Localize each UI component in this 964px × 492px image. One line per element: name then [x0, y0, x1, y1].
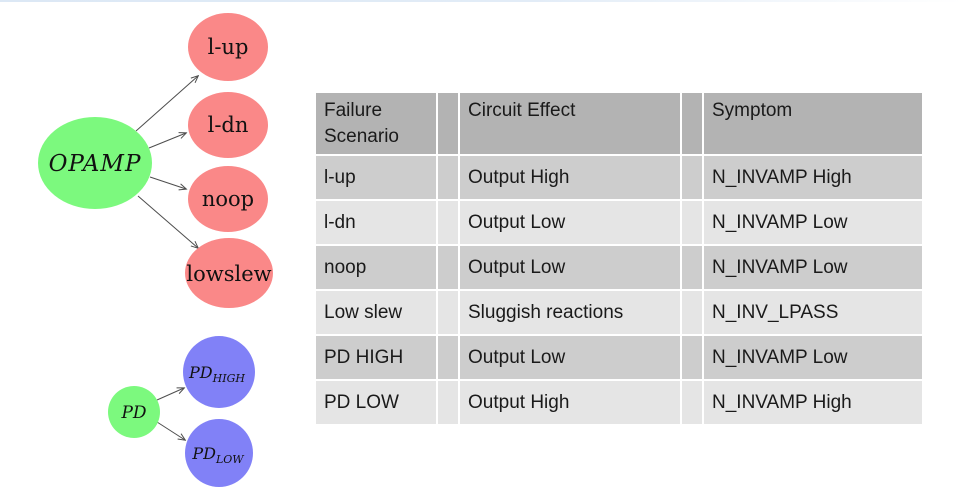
node-pdlow-sub: LOW	[215, 453, 245, 466]
node-pdhigh-label: PDHIGH	[188, 363, 245, 385]
edge-opamp-lup	[135, 76, 198, 132]
edge-opamp-lowslew	[137, 195, 198, 248]
cell-effect: Output Low	[460, 246, 680, 289]
node-pdlow-main: PD	[191, 444, 216, 463]
spacer-cell	[682, 291, 702, 334]
cell-symptom: N_INV_LPASS	[704, 291, 922, 334]
cell-effect: Sluggish reactions	[460, 291, 680, 334]
cell-scenario: l-up	[316, 156, 436, 199]
node-noop-label: noop	[202, 187, 254, 211]
table-row: l-dn Output Low N_INVAMP Low	[316, 201, 922, 244]
edge-pd-pdhigh	[156, 388, 184, 401]
node-ldn	[188, 92, 268, 158]
cell-symptom: N_INVAMP Low	[704, 246, 922, 289]
table-row: noop Output Low N_INVAMP Low	[316, 246, 922, 289]
node-pdlow-label: PDLOW	[191, 444, 245, 466]
spacer-cell	[682, 381, 702, 424]
failure-scenario-table: Failure Scenario Circuit Effect Symptom …	[314, 91, 924, 426]
spacer-cell	[682, 201, 702, 244]
table-header-row: Failure Scenario Circuit Effect Symptom	[316, 93, 922, 154]
spacer-cell	[438, 156, 458, 199]
node-lowslew-label: lowslew	[186, 262, 271, 286]
cell-effect: Output High	[460, 156, 680, 199]
cell-effect: Output Low	[460, 201, 680, 244]
cell-effect: Output High	[460, 381, 680, 424]
cell-scenario: noop	[316, 246, 436, 289]
cell-scenario: PD LOW	[316, 381, 436, 424]
spacer-cell	[682, 336, 702, 379]
header-failure-scenario: Failure Scenario	[316, 93, 436, 154]
spacer-cell	[682, 93, 702, 154]
table-row: PD LOW Output High N_INVAMP High	[316, 381, 922, 424]
cell-symptom: N_INVAMP High	[704, 381, 922, 424]
spacer-cell	[438, 381, 458, 424]
header-circuit-effect: Circuit Effect	[460, 93, 680, 154]
spacer-cell	[682, 156, 702, 199]
node-pd	[108, 386, 160, 438]
spacer-cell	[438, 93, 458, 154]
spacer-cell	[438, 336, 458, 379]
node-pdhigh	[183, 336, 255, 408]
cell-scenario: l-dn	[316, 201, 436, 244]
node-pdlow	[185, 419, 253, 487]
node-pd-label: PD	[120, 403, 146, 423]
node-lup-label: l-up	[208, 35, 249, 59]
spacer-cell	[438, 291, 458, 334]
edge-pd-pdlow	[156, 421, 185, 440]
cell-scenario: Low slew	[316, 291, 436, 334]
cell-scenario: PD HIGH	[316, 336, 436, 379]
table-row: PD HIGH Output Low N_INVAMP Low	[316, 336, 922, 379]
opamp-tree-edges	[135, 76, 198, 248]
edge-opamp-noop	[149, 176, 186, 189]
cell-symptom: N_INVAMP High	[704, 156, 922, 199]
cell-symptom: N_INVAMP Low	[704, 336, 922, 379]
node-lowslew	[185, 238, 273, 308]
node-ldn-label: l-dn	[208, 113, 249, 137]
table-row: Low slew Sluggish reactions N_INV_LPASS	[316, 291, 922, 334]
edge-opamp-ldn	[148, 133, 186, 149]
cell-effect: Output Low	[460, 336, 680, 379]
pd-tree-edges	[156, 388, 185, 440]
spacer-cell	[438, 246, 458, 289]
node-noop	[188, 166, 268, 232]
table-row: l-up Output High N_INVAMP High	[316, 156, 922, 199]
spacer-cell	[682, 246, 702, 289]
cell-symptom: N_INVAMP Low	[704, 201, 922, 244]
node-opamp	[38, 117, 152, 209]
node-opamp-label: OPAMP	[49, 151, 142, 177]
node-lup	[188, 13, 268, 81]
window-top-edge	[0, 0, 964, 2]
node-pdhigh-main: PD	[188, 363, 213, 382]
header-symptom: Symptom	[704, 93, 922, 154]
spacer-cell	[438, 201, 458, 244]
node-pdhigh-sub: HIGH	[212, 372, 246, 385]
